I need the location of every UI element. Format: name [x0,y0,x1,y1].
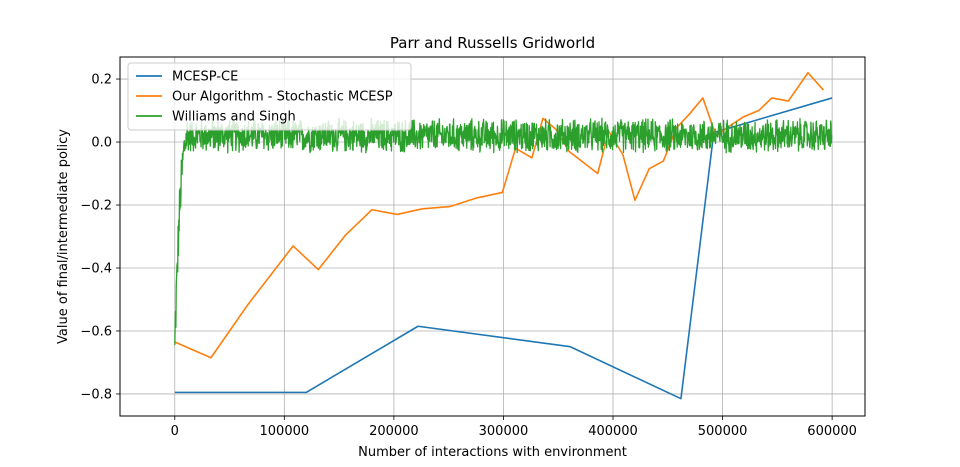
y-axis-label: Value of final/intermediate policy [56,129,71,344]
x-tick-label: 100000 [260,424,310,439]
x-axis-label: Number of interactions with environment [358,445,627,460]
y-tick-label: −0.4 [80,261,112,276]
legend-label: MCESP-CE [172,70,238,85]
y-tick-label: −0.6 [80,324,112,339]
x-tick-label: 600000 [807,424,857,439]
y-tick-label: 0.2 [91,73,112,88]
x-tick-label: 0 [171,424,179,439]
plot-frame [119,56,866,417]
legend: MCESP-CE Our Algorithm - Stochastic MCESP… [127,62,412,131]
series-line-1 [174,71,824,359]
legend-label: Williams and Singh [172,110,296,125]
x-tick-label: 300000 [479,424,529,439]
y-tick-label: −0.2 [80,199,112,214]
y-tick-label: 0.0 [91,136,112,151]
x-tick-label: 500000 [698,424,748,439]
legend-label: Our Algorithm - Stochastic MCESP [172,90,393,105]
y-tick-label: −0.8 [80,387,112,402]
x-tick-label: 200000 [369,424,419,439]
x-tick-label: 400000 [588,424,638,439]
chart-title: Parr and Russells Gridworld [390,34,595,52]
series-line-0 [174,97,833,400]
ticks: 0 100000 200000 300000 400000 500000 600000 −0.… [80,73,857,439]
legend-box [127,62,412,131]
